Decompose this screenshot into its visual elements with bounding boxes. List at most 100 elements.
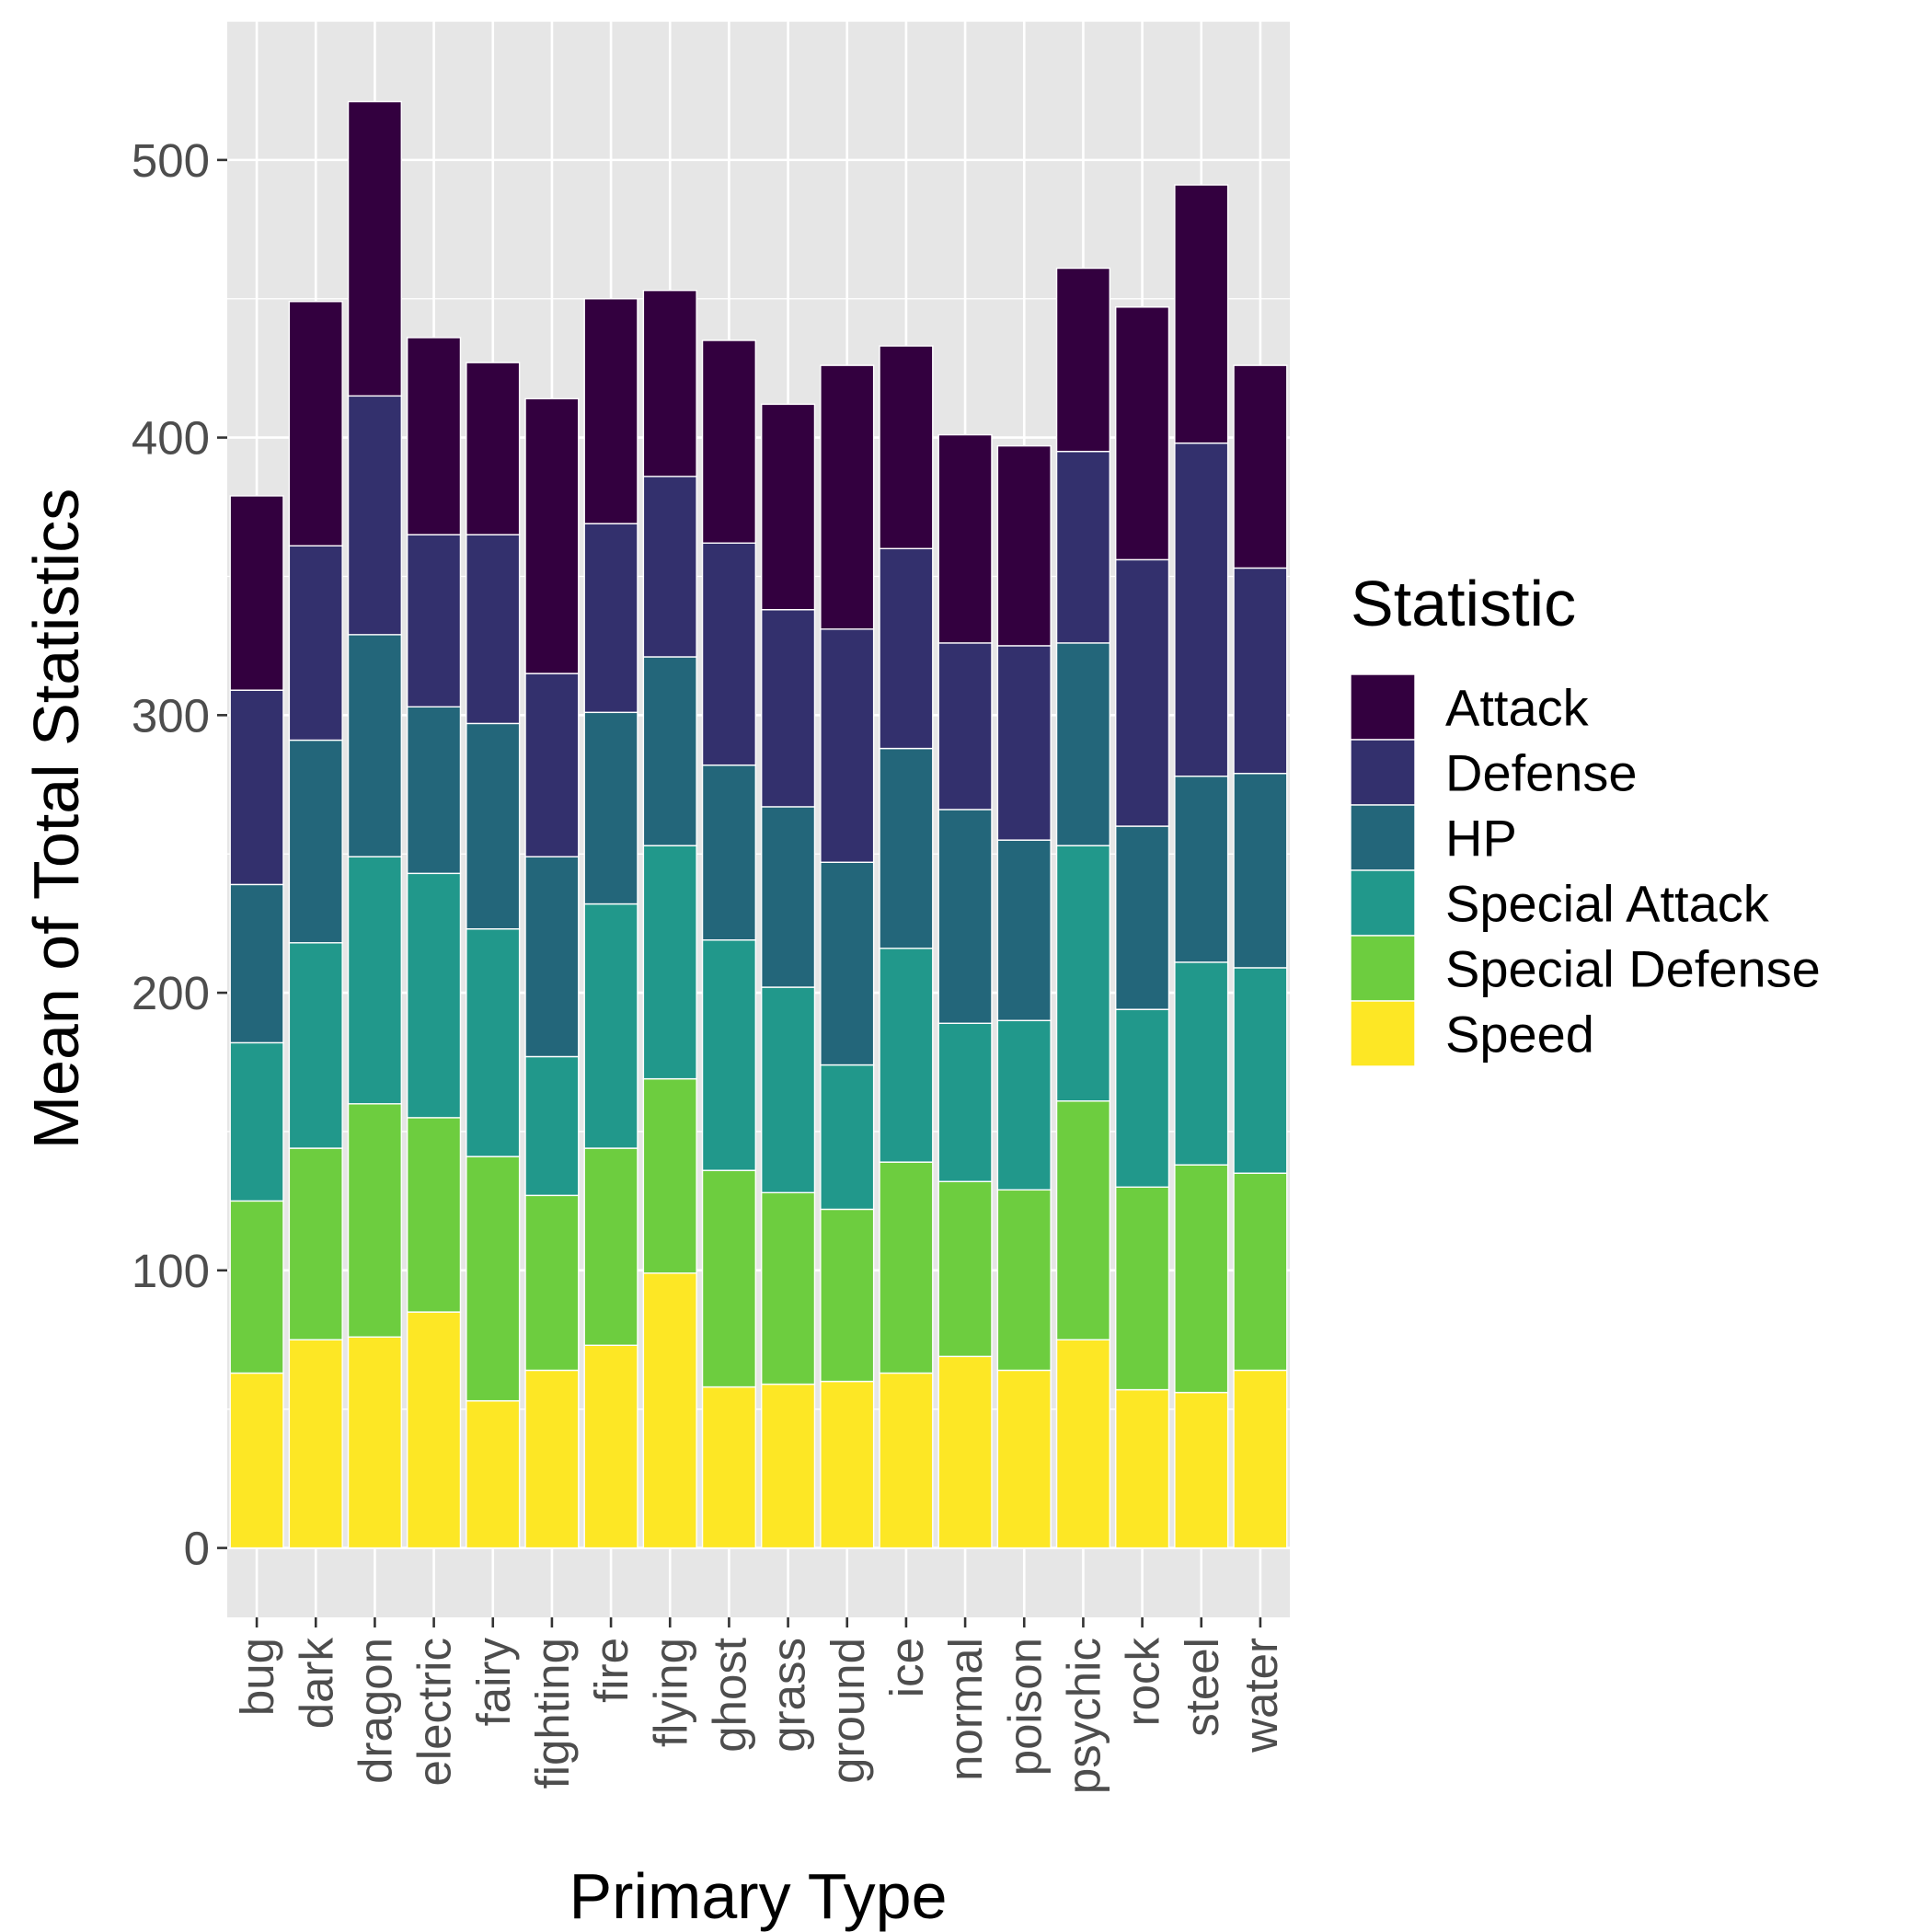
bar-bug-hp [229, 883, 284, 1044]
bar-bug-special-attack [229, 1041, 284, 1202]
bar-poison-defense [996, 645, 1052, 841]
bar-psychic-special-defense [1055, 1100, 1110, 1340]
x-tick-label: grass [763, 1638, 815, 1753]
bar-normal-hp [937, 809, 993, 1024]
bar-psychic-special-attack [1055, 845, 1110, 1102]
legend-key-special-attack [1350, 869, 1416, 937]
bar-fairy-special-attack [466, 927, 521, 1157]
y-tick-label: 300 [132, 689, 210, 742]
bar-rock-hp [1115, 825, 1170, 1010]
y-tick-label: 0 [184, 1523, 210, 1575]
bar-psychic-hp [1055, 642, 1110, 846]
x-tick-label: poison [998, 1638, 1051, 1776]
bar-dragon-hp [347, 634, 402, 857]
bar-ground-speed [820, 1380, 875, 1549]
x-tick-label: ghost [703, 1638, 755, 1753]
x-tick-label: fighting [526, 1638, 579, 1788]
x-tick-label: water [1235, 1638, 1287, 1754]
bar-bug-defense [229, 689, 284, 886]
y-axis: 0 100 200 300 400 500 [132, 134, 227, 1575]
bar-dark-defense [288, 545, 343, 742]
bar-electric-attack [407, 337, 462, 535]
bar-ghost-special-defense [701, 1169, 756, 1388]
bar-fairy-speed [466, 1399, 521, 1549]
bar-dragon-speed [347, 1336, 402, 1549]
bar-bug-speed [229, 1372, 284, 1549]
bar-ice-special-attack [879, 948, 934, 1163]
bar-flying-hp [642, 656, 697, 846]
bar-fairy-special-defense [466, 1156, 521, 1402]
bar-fighting-special-defense [524, 1194, 580, 1372]
x-axis-title: Primary Type [569, 1860, 947, 1932]
bar-fighting-special-attack [524, 1055, 580, 1197]
bar-poison-hp [996, 839, 1052, 1021]
bar-rock-speed [1115, 1388, 1170, 1549]
legend-key-speed [1350, 1000, 1416, 1067]
bar-flying-attack [642, 289, 697, 477]
bar-ground-defense [820, 628, 875, 863]
x-tick-label: bug [231, 1638, 283, 1716]
bar-dragon-defense [347, 395, 402, 636]
legend-label-special-defense: Special Defense [1445, 940, 1821, 998]
bar-steel-special-defense [1174, 1164, 1229, 1394]
bar-normal-special-attack [937, 1022, 993, 1182]
plot-panel [227, 21, 1290, 1617]
x-axis: bug dark dragon electric fairy fighting fire fl… [231, 1617, 1287, 1794]
bar-electric-defense [407, 534, 462, 707]
legend-title: Statistic [1351, 568, 1576, 639]
bar-grass-hp [761, 806, 816, 988]
bar-flying-defense [642, 476, 697, 658]
bar-water-defense [1233, 567, 1288, 775]
x-tick-label: fire [585, 1638, 638, 1703]
legend-label-special-attack: Special Attack [1445, 875, 1770, 933]
bar-dragon-attack [347, 100, 402, 397]
bar-normal-defense [937, 642, 993, 811]
legend-key-special-defense [1350, 935, 1416, 1002]
bar-ground-special-attack [820, 1064, 875, 1211]
bar-fire-special-defense [583, 1147, 638, 1346]
x-tick-label: fairy [467, 1638, 520, 1727]
bar-ghost-speed [701, 1386, 756, 1549]
bar-water-special-attack [1233, 967, 1288, 1174]
x-tick-label: normal [939, 1638, 992, 1781]
legend: Statistic Attack Defense HP Special Attack S… [1350, 568, 1821, 1067]
legend-label-attack: Attack [1445, 679, 1590, 737]
bar-fighting-attack [524, 397, 580, 674]
bar-dark-attack [288, 301, 343, 546]
bar-dark-speed [288, 1339, 343, 1549]
bar-dragon-special-defense [347, 1103, 402, 1338]
x-tick-label: steel [1176, 1638, 1228, 1737]
legend-key-attack [1350, 673, 1416, 741]
bar-ground-special-defense [820, 1208, 875, 1383]
bar-steel-defense [1174, 442, 1229, 777]
y-tick-label: 400 [132, 412, 210, 465]
bar-grass-speed [761, 1383, 816, 1549]
bar-ice-defense [879, 547, 934, 750]
bar-ghost-hp [701, 764, 756, 941]
bar-fairy-attack [466, 362, 521, 535]
bar-ice-hp [879, 747, 934, 949]
bar-dark-hp [288, 739, 343, 944]
bar-water-special-defense [1233, 1172, 1288, 1372]
bar-grass-defense [761, 608, 816, 808]
bar-bug-special-defense [229, 1200, 284, 1374]
bar-grass-special-attack [761, 986, 816, 1194]
bar-steel-attack [1174, 184, 1229, 444]
bar-poison-special-defense [996, 1189, 1052, 1372]
bar-normal-attack [937, 433, 993, 644]
legend-key-hp [1350, 804, 1416, 871]
x-tick-label: ice [880, 1638, 933, 1697]
bar-electric-speed [407, 1311, 462, 1549]
y-tick-label: 200 [132, 967, 210, 1019]
legend-key-defense [1350, 739, 1416, 806]
x-tick-label: dragon [349, 1638, 401, 1784]
bar-normal-speed [937, 1355, 993, 1549]
x-tick-label: rock [1117, 1638, 1169, 1727]
bar-electric-hp [407, 706, 462, 875]
bar-ghost-attack [701, 339, 756, 544]
bar-rock-special-attack [1115, 1008, 1170, 1189]
legend-label-defense: Defense [1445, 744, 1638, 802]
bar-ground-attack [820, 364, 875, 630]
bar-ice-special-defense [879, 1161, 934, 1374]
bar-poison-speed [996, 1369, 1052, 1549]
